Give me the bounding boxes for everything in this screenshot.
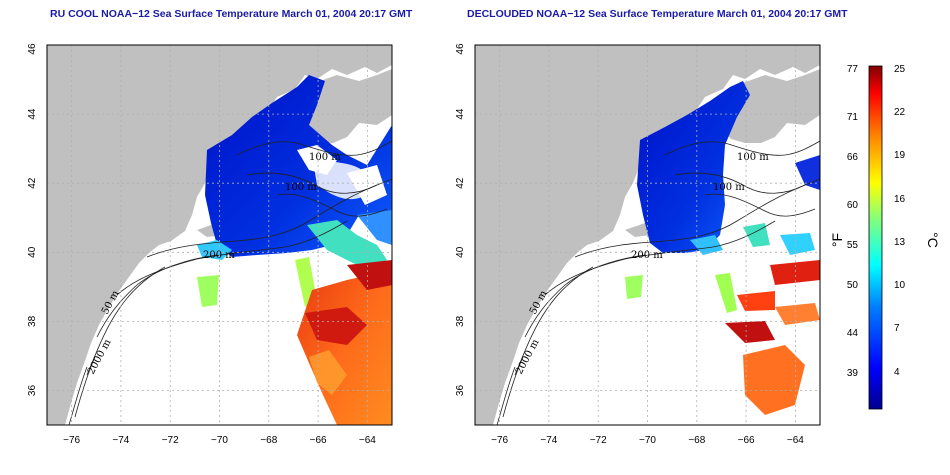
lon-tick-label: −68 xyxy=(260,435,277,446)
left-map-frame xyxy=(46,44,393,426)
right-map-panel: 100 m 100 m 200 m 50 m 2000 m −76 −74 −7… xyxy=(455,43,821,446)
lat-tick-label: 44 xyxy=(455,108,466,120)
fahrenheit-tick: 66 xyxy=(847,152,859,163)
fahrenheit-tick: 55 xyxy=(847,240,859,251)
right-lat-axis: 36 38 40 42 44 46 xyxy=(455,43,466,396)
celsius-tick: 19 xyxy=(894,150,906,161)
left-cold-water-region xyxy=(205,75,392,257)
lat-tick-label: 38 xyxy=(27,315,38,327)
celsius-tick: 22 xyxy=(894,107,906,118)
lat-tick-label: 46 xyxy=(27,43,38,55)
lon-tick-label: −66 xyxy=(310,435,327,446)
lon-tick-label: −74 xyxy=(112,435,129,446)
right-map-frame xyxy=(474,44,821,426)
lon-tick-label: −74 xyxy=(540,435,557,446)
contour-label-100m-upper: 100 m xyxy=(737,152,769,163)
celsius-tick: 25 xyxy=(894,64,906,75)
celsius-tick: 10 xyxy=(894,280,906,291)
lon-tick-label: −68 xyxy=(688,435,705,446)
lat-tick-label: 38 xyxy=(455,315,466,327)
left-lat-axis: 36 38 40 42 44 46 xyxy=(27,43,38,396)
right-map-title: DECLOUDED NOAA−12 Sea Surface Temperatur… xyxy=(467,8,848,20)
celsius-tick: 13 xyxy=(894,237,906,248)
lon-tick-label: −64 xyxy=(359,435,376,446)
lon-tick-label: −64 xyxy=(787,435,804,446)
fahrenheit-tick: 39 xyxy=(847,368,859,379)
colorbar: 77 71 66 60 55 50 44 39 25 22 19 16 13 1… xyxy=(829,64,941,410)
left-map-panel: 100 m 100 m 200 m 50 m 2000 m −76 −74 −7… xyxy=(27,43,393,446)
colorbar-gradient xyxy=(868,65,883,410)
fahrenheit-tick: 60 xyxy=(847,200,859,211)
left-grid xyxy=(47,44,392,425)
celsius-unit-label: °C xyxy=(925,232,941,248)
lat-tick-label: 46 xyxy=(455,43,466,55)
contour-label-100m-lower: 100 m xyxy=(285,182,317,193)
contour-label-100m-lower: 100 m xyxy=(713,182,745,193)
fahrenheit-tick: 44 xyxy=(847,328,859,339)
celsius-tick: 16 xyxy=(894,194,906,205)
celsius-tick: 7 xyxy=(894,323,900,334)
contour-label-200m: 200 m xyxy=(203,250,235,261)
lon-tick-label: −72 xyxy=(162,435,179,446)
lon-tick-label: −70 xyxy=(639,435,656,446)
left-map-title: RU COOL NOAA−12 Sea Surface Temperature … xyxy=(50,8,413,20)
lon-tick-label: −76 xyxy=(63,435,80,446)
lon-tick-label: −72 xyxy=(590,435,607,446)
lat-tick-label: 36 xyxy=(27,385,38,397)
fahrenheit-tick: 71 xyxy=(847,112,859,123)
right-grid xyxy=(475,44,820,425)
colorbar-fahrenheit-ticks: 77 71 66 60 55 50 44 39 xyxy=(847,64,859,379)
fahrenheit-unit-label: °F xyxy=(829,233,845,247)
colorbar-celsius-ticks: 25 22 19 16 13 10 7 4 xyxy=(894,64,906,378)
lon-tick-label: −66 xyxy=(738,435,755,446)
celsius-tick: 4 xyxy=(894,367,900,378)
lat-tick-label: 44 xyxy=(27,108,38,120)
right-lon-axis: −76 −74 −72 −70 −68 −66 −64 xyxy=(491,435,804,446)
left-lon-axis: −76 −74 −72 −70 −68 −66 −64 xyxy=(63,435,376,446)
lat-tick-label: 40 xyxy=(455,246,466,258)
lon-tick-label: −76 xyxy=(491,435,508,446)
lat-tick-label: 40 xyxy=(27,246,38,258)
lat-tick-label: 42 xyxy=(455,177,466,189)
contour-label-100m-upper: 100 m xyxy=(309,152,341,163)
lat-tick-label: 36 xyxy=(455,385,466,397)
left-warm-water-region xyxy=(297,270,392,425)
right-cold-water-region xyxy=(637,81,750,253)
fahrenheit-tick: 50 xyxy=(847,280,859,291)
lon-tick-label: −70 xyxy=(211,435,228,446)
fahrenheit-tick: 77 xyxy=(847,64,859,75)
contour-label-200m: 200 m xyxy=(631,250,663,261)
lat-tick-label: 42 xyxy=(27,177,38,189)
